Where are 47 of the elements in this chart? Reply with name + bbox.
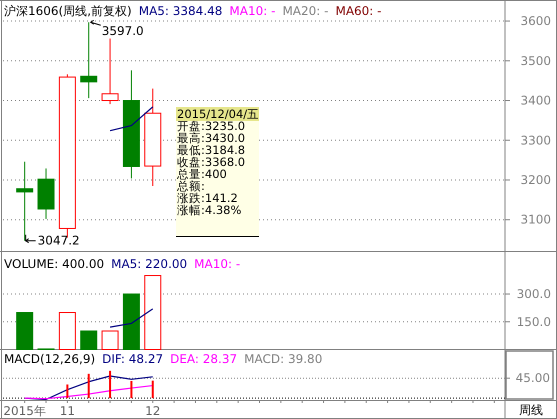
- y-tick-label: 3500: [520, 54, 551, 68]
- bar: [16, 312, 34, 350]
- legend-label: MA20: -: [282, 4, 328, 18]
- bar: [58, 312, 76, 350]
- text: MA5: 220.00: [111, 257, 188, 271]
- legend-label: MA10: -: [229, 4, 276, 18]
- annotation: 3597.0: [102, 24, 144, 38]
- y-tick-label: 3200: [520, 172, 551, 187]
- text: 周线: [519, 403, 543, 417]
- text: VOLUME: 400.00: [4, 257, 104, 271]
- y-tick-label: 3300: [520, 133, 551, 148]
- annotation: 总量:400: [176, 167, 227, 181]
- bar: [102, 330, 119, 350]
- annotation: 2015/12/04/五: [177, 107, 260, 121]
- annotation: 涨幅:4.38%: [177, 203, 242, 217]
- annotation: 开盘:3235.0: [177, 119, 246, 133]
- y-tick-label: 300.0: [516, 287, 551, 302]
- bar: [122, 294, 140, 350]
- annotation: 涨跌:141.2: [177, 191, 238, 205]
- y-tick-label: 3100: [520, 212, 551, 227]
- annotation: 收盘:3368.0: [177, 155, 246, 169]
- text: DEA: 28.37: [170, 352, 238, 366]
- annotation: 3047.2: [38, 234, 80, 248]
- annotation: 最高:3430.0: [177, 131, 246, 145]
- chart-title: 沪深1606(周线,前复权): [4, 4, 132, 18]
- legend-label: MA10: -: [194, 257, 240, 271]
- text: 45.00: [516, 371, 550, 386]
- bar: [88, 374, 90, 398]
- series-label: DIF: 48.27: [102, 352, 164, 366]
- bar: [80, 330, 98, 350]
- bar: [144, 275, 162, 350]
- text: MA5: 3384.48: [138, 4, 222, 18]
- y-tick-label: 3400: [520, 94, 551, 108]
- annotation: 最低:3184.8: [177, 143, 246, 157]
- bar: [130, 380, 132, 398]
- bar: [109, 370, 112, 398]
- y-tick-label: 3600: [520, 14, 551, 28]
- y-tick-label: 150.0: [516, 314, 551, 329]
- text: MACD: 39.80: [244, 352, 322, 366]
- bar: [152, 380, 154, 398]
- x-tick-label: 2015年: [3, 404, 46, 418]
- x-tick-label: 11: [60, 404, 76, 418]
- annotation: 总额:: [176, 179, 205, 193]
- legend-label: MA60: -: [335, 4, 382, 18]
- bar: [66, 384, 68, 398]
- x-tick-label: 12: [145, 404, 160, 418]
- chart-title: MACD(12,26,9): [4, 352, 96, 366]
